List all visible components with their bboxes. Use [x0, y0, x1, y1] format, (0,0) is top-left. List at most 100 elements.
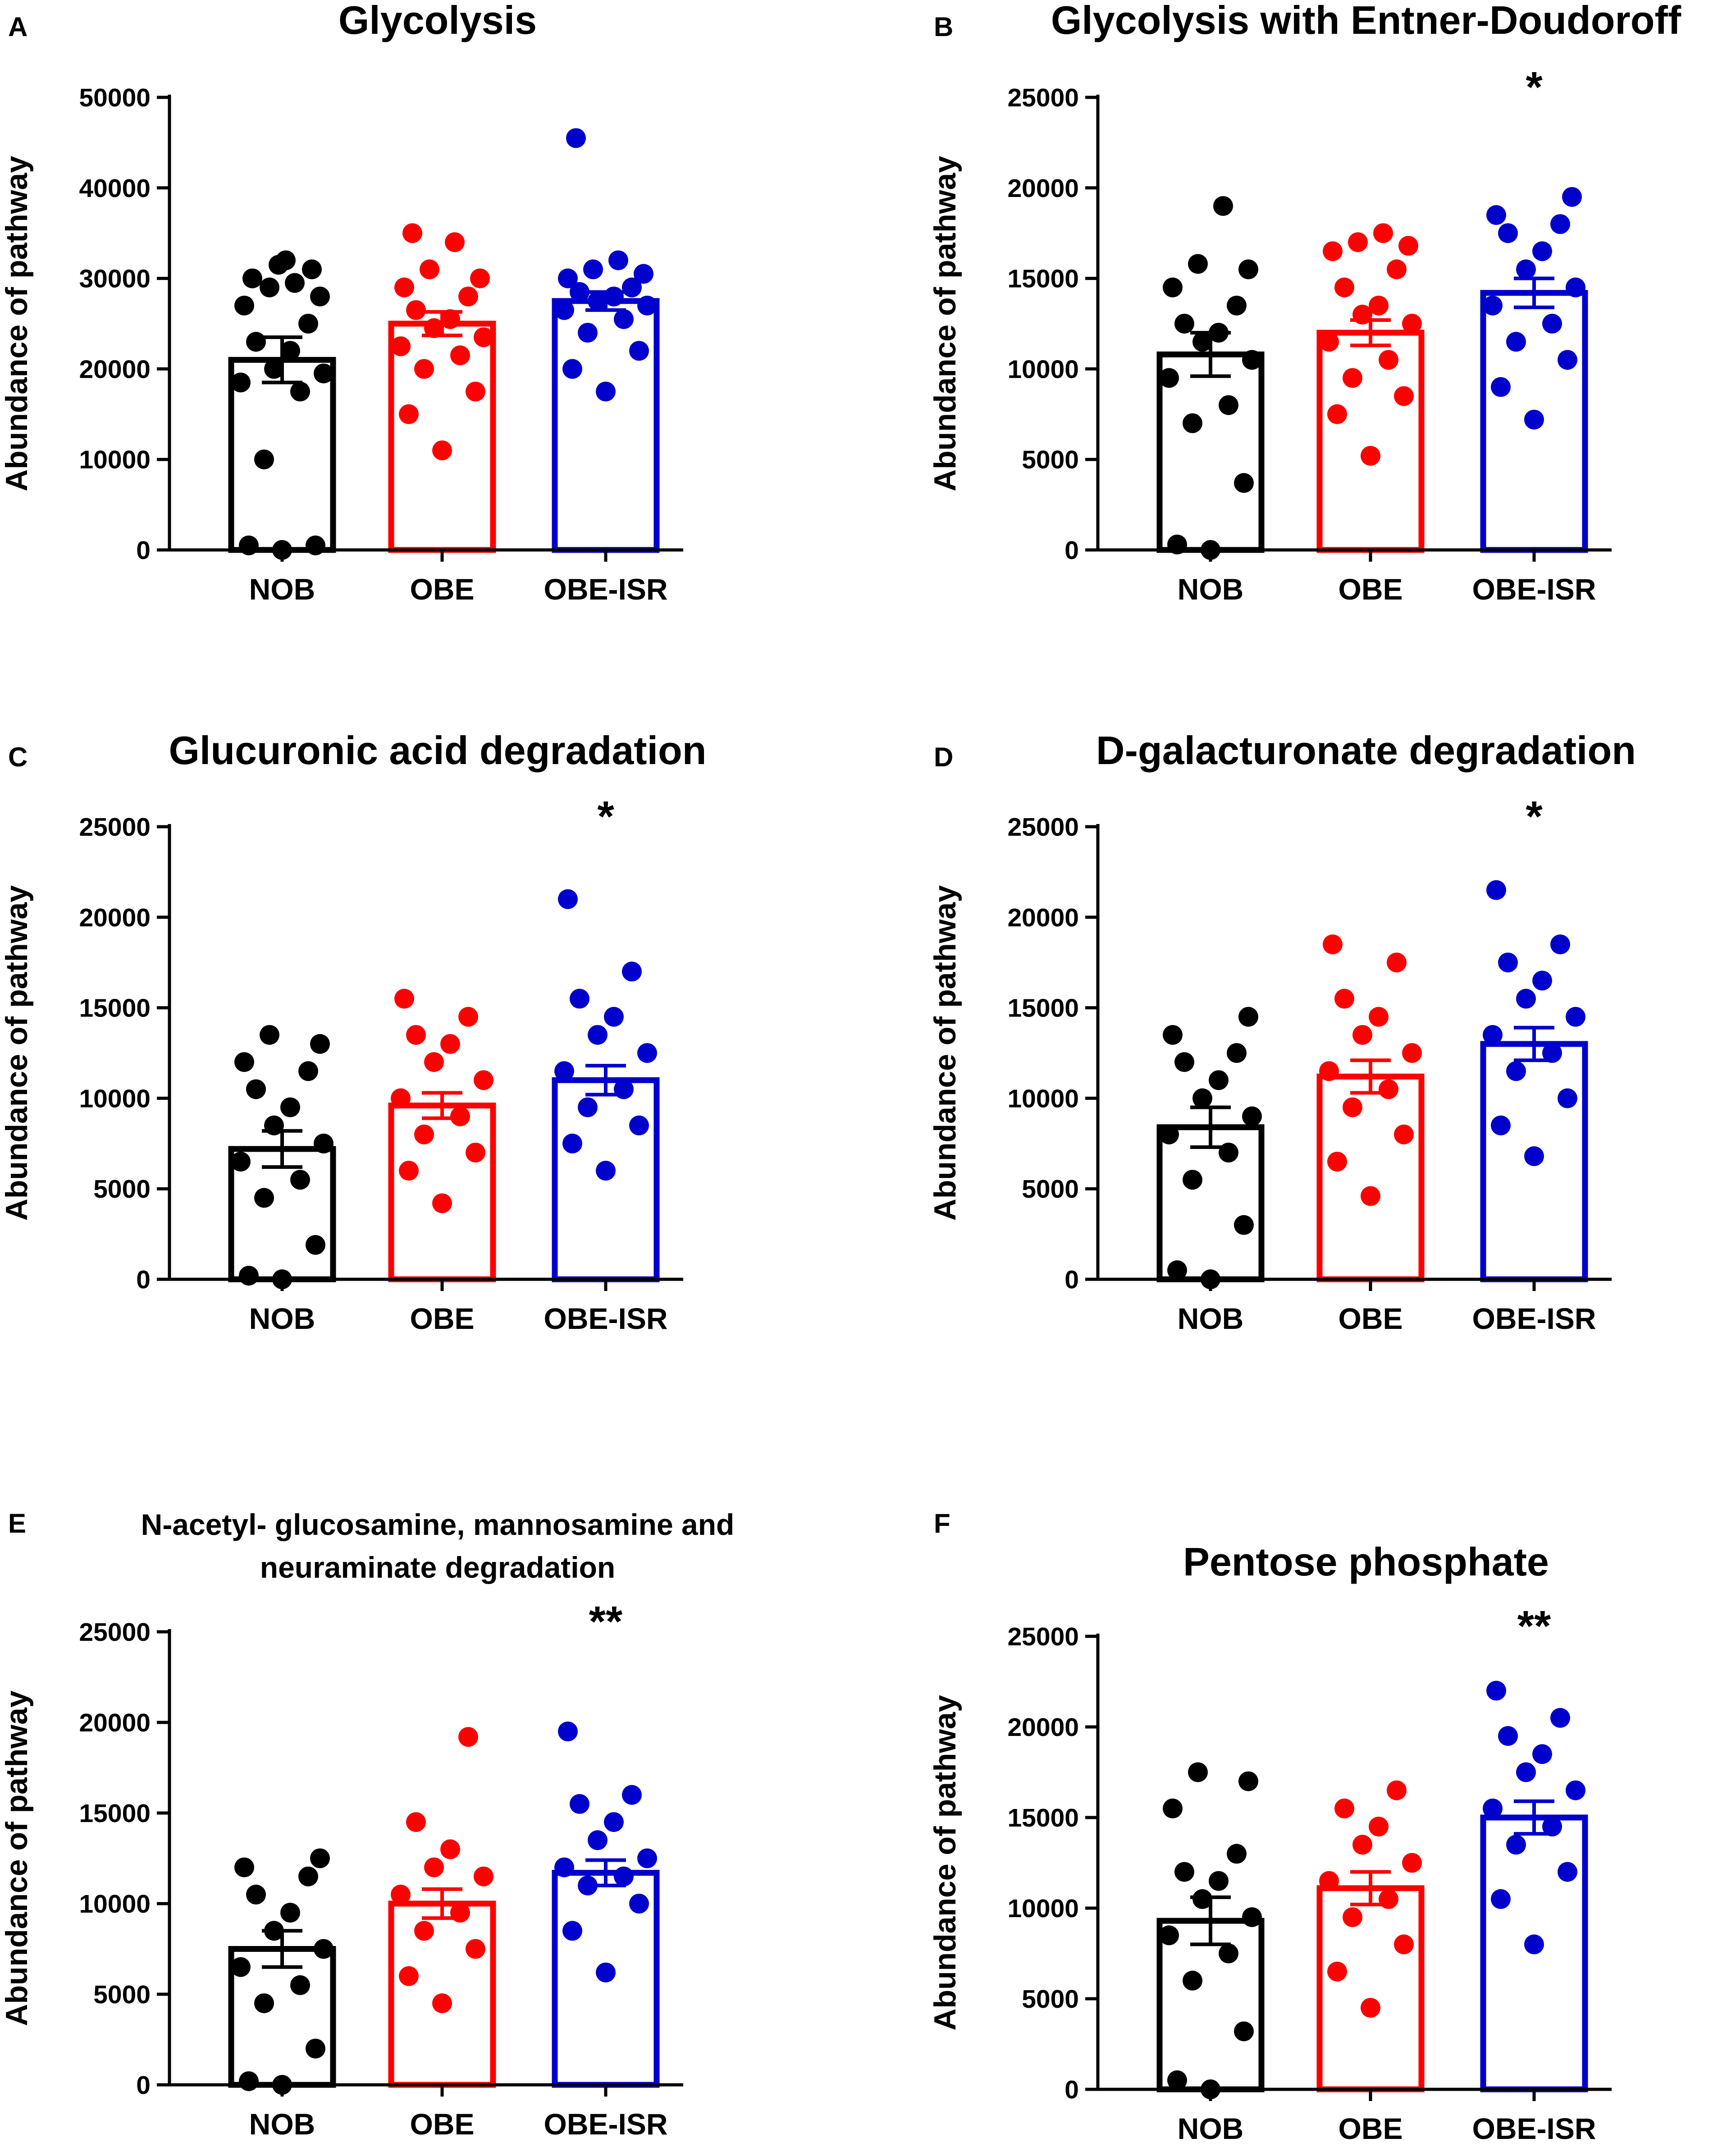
data-point-obe-isr — [629, 1894, 649, 1914]
x-tick-label: OBE-ISR — [544, 1302, 667, 1335]
data-point-obe-isr — [1558, 1088, 1577, 1108]
data-point-nob — [298, 314, 318, 334]
x-tick-label: OBE-ISR — [1472, 572, 1596, 606]
data-point-nob — [1159, 1925, 1179, 1946]
y-tick-label: 20000 — [1007, 903, 1079, 932]
data-point-obe — [432, 1993, 452, 2014]
data-point-obe — [399, 1161, 419, 1181]
data-point-nob — [290, 1170, 310, 1190]
y-axis-title: Abundance of pathway — [928, 156, 962, 491]
chart-title: Glycolysis — [338, 0, 537, 42]
x-tick-label: OBE-ISR — [1472, 1302, 1596, 1335]
significance-marker: * — [597, 792, 614, 841]
data-point-obe — [1323, 241, 1343, 261]
chart-title: D-galacturonate degradation — [1096, 728, 1636, 773]
x-tick-label: OBE-ISR — [544, 2107, 667, 2141]
data-point-obe-isr — [634, 264, 653, 284]
data-point-obe — [424, 318, 444, 339]
y-tick-label: 50000 — [79, 83, 151, 112]
data-point-obe — [1343, 1097, 1362, 1117]
data-point-obe — [458, 1727, 478, 1747]
data-point-nob — [1227, 295, 1247, 316]
data-point-obe — [1361, 446, 1380, 466]
data-point-nob — [231, 1957, 251, 1977]
chart-panel-e: E N-acetyl- glucosamine, mannosamine and n… — [0, 1508, 734, 2141]
data-point-nob — [306, 535, 325, 555]
data-point-obe — [424, 1857, 444, 1877]
data-point-nob — [246, 332, 266, 352]
y-tick-label: 15000 — [1007, 1804, 1079, 1832]
y-tick-label: 5000 — [1022, 1985, 1079, 2014]
data-point-nob — [1183, 1170, 1202, 1190]
chart-panel-d: D D-galacturonate degradation Abundance of… — [928, 728, 1636, 1335]
data-point-nob — [254, 1188, 274, 1208]
data-point-obe-isr — [570, 1794, 589, 1814]
data-point-obe-isr — [1506, 1061, 1526, 1081]
y-tick-label: 10000 — [79, 1890, 151, 1918]
data-point-obe — [432, 1193, 452, 1213]
x-tick-label: NOB — [1178, 572, 1244, 606]
y-tick-label: 20000 — [79, 1708, 151, 1737]
data-point-obe — [1327, 1151, 1347, 1172]
data-point-obe — [1348, 232, 1368, 252]
data-point-nob — [1209, 1871, 1229, 1891]
data-point-obe — [432, 440, 452, 461]
data-point-obe-isr — [637, 1043, 657, 1063]
data-point-obe-isr — [1566, 277, 1585, 298]
data-point-obe-isr — [1566, 1007, 1585, 1027]
data-point-nob — [239, 535, 259, 555]
data-point-obe — [1402, 1853, 1422, 1873]
data-point-obe-isr — [570, 282, 589, 302]
data-point-obe-isr — [562, 359, 582, 379]
chart-panel-f: F Pentose phosphate Abundance of pathway 0 5… — [928, 1508, 1612, 2145]
y-tick-label: 0 — [136, 2071, 151, 2100]
data-point-obe — [440, 1839, 460, 1859]
data-point-obe-isr — [1498, 952, 1518, 973]
data-point-obe — [402, 223, 422, 243]
data-point-nob — [1159, 368, 1179, 388]
y-axis-title: Abundance of pathway — [0, 1690, 34, 2026]
x-tick-label: NOB — [249, 572, 315, 606]
x-tick-label: OBE — [1338, 2112, 1403, 2145]
data-point-obe-isr — [1524, 1934, 1544, 1955]
chart-title: Pentose phosphate — [1183, 1539, 1549, 1584]
data-point-obe-isr — [1498, 1726, 1518, 1746]
data-point-obe-isr — [558, 1722, 578, 1742]
data-point-obe — [1387, 259, 1407, 279]
x-tick-label: OBE-ISR — [1472, 2112, 1596, 2145]
panel-letter: C — [8, 742, 27, 772]
data-point-obe — [1387, 952, 1407, 973]
data-point-obe — [466, 1142, 485, 1163]
data-point-obe-isr — [588, 1025, 608, 1045]
data-point-obe-isr — [1506, 1835, 1526, 1855]
x-tick-label: OBE — [410, 1302, 474, 1335]
data-point-nob — [1183, 1970, 1202, 1991]
data-point-obe — [391, 336, 411, 357]
data-point-nob — [1219, 395, 1238, 415]
data-point-nob — [1174, 314, 1194, 334]
data-point-obe — [445, 232, 465, 252]
chart-title: neuraminate degradation — [260, 1551, 616, 1584]
chart-panel-c: C Glucuronic acid degradation Abundance of… — [0, 728, 707, 1335]
y-tick-label: 5000 — [1022, 1175, 1079, 1204]
data-point-obe — [406, 1812, 426, 1832]
data-point-obe — [1394, 1934, 1414, 1955]
data-point-obe — [1327, 1961, 1347, 1982]
panel-letter: A — [8, 12, 27, 42]
x-tick-label: NOB — [1178, 2112, 1244, 2145]
data-point-obe-isr — [596, 1962, 616, 1983]
data-point-obe-isr — [1516, 989, 1536, 1009]
data-point-obe — [466, 381, 485, 402]
y-tick-label: 0 — [1064, 536, 1079, 565]
data-point-obe-isr — [604, 1812, 624, 1832]
data-point-nob — [1167, 2070, 1187, 2090]
data-point-obe-isr — [554, 1857, 574, 1877]
data-point-nob — [1242, 350, 1262, 370]
data-point-obe-isr — [1550, 1708, 1570, 1728]
x-tick-label: OBE — [410, 2107, 474, 2141]
data-point-obe-isr — [629, 1115, 649, 1136]
data-point-nob — [302, 259, 322, 279]
data-point-nob — [280, 1097, 300, 1117]
data-point-obe-isr — [1491, 1889, 1511, 1909]
data-point-obe — [414, 1921, 434, 1941]
